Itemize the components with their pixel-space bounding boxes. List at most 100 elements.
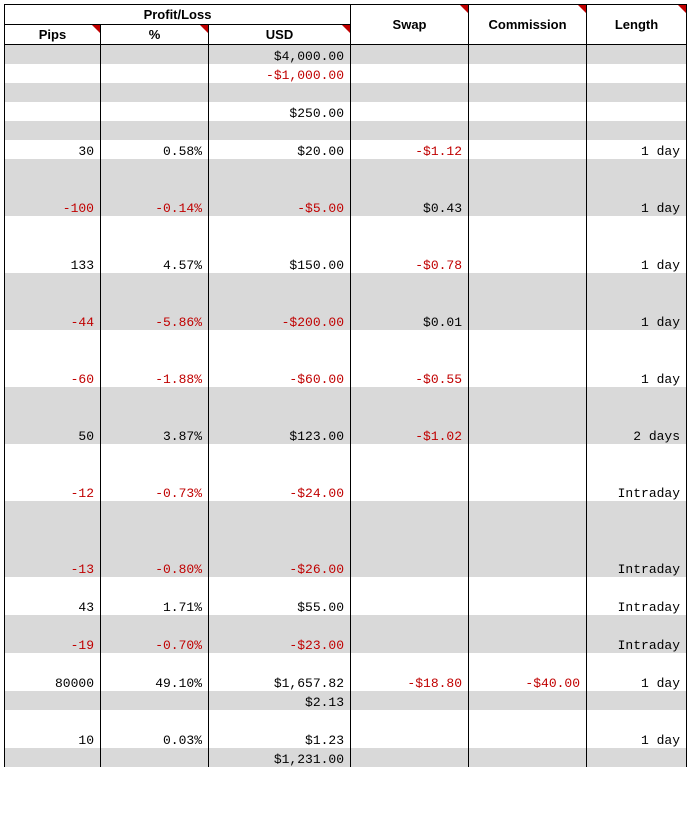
- cell-swap[interactable]: [351, 710, 469, 729]
- cell-commission[interactable]: [469, 64, 587, 83]
- table-row[interactable]: [5, 710, 687, 729]
- table-row[interactable]: $250.00: [5, 102, 687, 121]
- cell-commission[interactable]: [469, 273, 587, 292]
- cell-usd[interactable]: [209, 387, 351, 406]
- cell-length[interactable]: 1 day: [587, 729, 687, 748]
- cell-pips[interactable]: [5, 406, 101, 425]
- cell-pct[interactable]: [101, 83, 209, 102]
- table-row[interactable]: [5, 520, 687, 539]
- cell-length[interactable]: 1 day: [587, 311, 687, 330]
- table-row[interactable]: [5, 159, 687, 178]
- cell-pips[interactable]: 43: [5, 596, 101, 615]
- cell-length[interactable]: [587, 463, 687, 482]
- cell-commission[interactable]: [469, 463, 587, 482]
- cell-length[interactable]: 1 day: [587, 140, 687, 159]
- cell-usd[interactable]: $4,000.00: [209, 45, 351, 64]
- cell-pct[interactable]: [101, 349, 209, 368]
- cell-pips[interactable]: -44: [5, 311, 101, 330]
- cell-usd[interactable]: $1,231.00: [209, 748, 351, 767]
- cell-pct[interactable]: [101, 444, 209, 463]
- cell-pct[interactable]: [101, 615, 209, 634]
- cell-pct[interactable]: [101, 64, 209, 83]
- table-row[interactable]: 431.71%$55.00Intraday: [5, 596, 687, 615]
- cell-length[interactable]: [587, 45, 687, 64]
- cell-pips[interactable]: [5, 159, 101, 178]
- cell-pct[interactable]: [101, 178, 209, 197]
- cell-pips[interactable]: [5, 330, 101, 349]
- cell-swap[interactable]: [351, 596, 469, 615]
- cell-pips[interactable]: [5, 387, 101, 406]
- cell-pct[interactable]: [101, 691, 209, 710]
- table-row[interactable]: -19-0.70%-$23.00Intraday: [5, 634, 687, 653]
- cell-length[interactable]: [587, 539, 687, 558]
- cell-pips[interactable]: 10: [5, 729, 101, 748]
- cell-length[interactable]: [587, 520, 687, 539]
- filter-icon[interactable]: [578, 5, 586, 13]
- cell-length[interactable]: [587, 273, 687, 292]
- cell-pips[interactable]: [5, 83, 101, 102]
- table-row[interactable]: -13-0.80%-$26.00Intraday: [5, 558, 687, 577]
- cell-commission[interactable]: [469, 197, 587, 216]
- table-row[interactable]: $1,231.00: [5, 748, 687, 767]
- table-row[interactable]: -100-0.14%-$5.00$0.431 day: [5, 197, 687, 216]
- cell-usd[interactable]: $55.00: [209, 596, 351, 615]
- cell-pct[interactable]: -0.80%: [101, 558, 209, 577]
- table-row[interactable]: [5, 444, 687, 463]
- table-row[interactable]: [5, 653, 687, 672]
- cell-swap[interactable]: [351, 178, 469, 197]
- table-row[interactable]: [5, 178, 687, 197]
- cell-pct[interactable]: [101, 710, 209, 729]
- cell-pct[interactable]: 49.10%: [101, 672, 209, 691]
- cell-commission[interactable]: [469, 140, 587, 159]
- cell-swap[interactable]: [351, 653, 469, 672]
- cell-commission[interactable]: [469, 634, 587, 653]
- filter-icon[interactable]: [342, 25, 350, 33]
- table-row[interactable]: [5, 577, 687, 596]
- cell-swap[interactable]: [351, 691, 469, 710]
- cell-pct[interactable]: [101, 748, 209, 767]
- table-row[interactable]: [5, 615, 687, 634]
- cell-swap[interactable]: [351, 501, 469, 520]
- cell-swap[interactable]: [351, 273, 469, 292]
- table-row[interactable]: [5, 330, 687, 349]
- cell-pips[interactable]: [5, 501, 101, 520]
- table-row[interactable]: 8000049.10%$1,657.82-$18.80-$40.001 day: [5, 672, 687, 691]
- cell-commission[interactable]: [469, 83, 587, 102]
- cell-length[interactable]: Intraday: [587, 558, 687, 577]
- cell-commission[interactable]: [469, 596, 587, 615]
- cell-pct[interactable]: -1.88%: [101, 368, 209, 387]
- cell-pips[interactable]: [5, 444, 101, 463]
- cell-usd[interactable]: -$24.00: [209, 482, 351, 501]
- cell-pct[interactable]: -5.86%: [101, 311, 209, 330]
- cell-length[interactable]: [587, 349, 687, 368]
- cell-usd[interactable]: [209, 615, 351, 634]
- filter-icon[interactable]: [678, 5, 686, 13]
- header-swap[interactable]: Swap: [351, 5, 469, 45]
- table-row[interactable]: [5, 273, 687, 292]
- cell-usd[interactable]: [209, 710, 351, 729]
- cell-pips[interactable]: [5, 710, 101, 729]
- header-pips[interactable]: Pips: [5, 25, 101, 45]
- cell-length[interactable]: 1 day: [587, 672, 687, 691]
- cell-commission[interactable]: [469, 425, 587, 444]
- cell-swap[interactable]: [351, 216, 469, 235]
- cell-commission[interactable]: [469, 349, 587, 368]
- cell-usd[interactable]: $123.00: [209, 425, 351, 444]
- cell-pips[interactable]: [5, 102, 101, 121]
- cell-pct[interactable]: [101, 273, 209, 292]
- cell-pct[interactable]: [101, 406, 209, 425]
- cell-pct[interactable]: -0.73%: [101, 482, 209, 501]
- cell-pct[interactable]: [101, 539, 209, 558]
- cell-swap[interactable]: $0.01: [351, 311, 469, 330]
- cell-swap[interactable]: -$0.78: [351, 254, 469, 273]
- cell-commission[interactable]: [469, 330, 587, 349]
- cell-swap[interactable]: [351, 387, 469, 406]
- cell-usd[interactable]: [209, 292, 351, 311]
- cell-length[interactable]: 1 day: [587, 368, 687, 387]
- cell-usd[interactable]: -$60.00: [209, 368, 351, 387]
- table-row[interactable]: [5, 292, 687, 311]
- cell-commission[interactable]: [469, 710, 587, 729]
- cell-swap[interactable]: [351, 748, 469, 767]
- cell-swap[interactable]: [351, 729, 469, 748]
- cell-pct[interactable]: [101, 216, 209, 235]
